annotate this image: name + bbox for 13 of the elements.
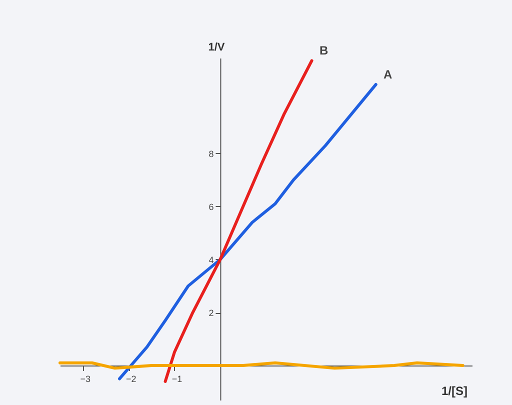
y-tick-label: 4: [208, 254, 214, 265]
y-tick-label: 6: [208, 202, 214, 212]
y-axis-title: 1/V: [208, 42, 226, 54]
x-tick-label: −1: [172, 374, 182, 384]
line-series: [118, 83, 378, 380]
y-tick-label: 2: [208, 308, 214, 318]
x-tick-label: −2: [126, 374, 136, 384]
series-label: B: [319, 44, 328, 58]
line-series: [164, 59, 314, 383]
x-tick-label: −3: [80, 374, 91, 384]
series-label: A: [384, 68, 393, 82]
y-tick-label: 8: [208, 148, 214, 159]
x-axis-title: 1/[S]: [441, 384, 468, 398]
